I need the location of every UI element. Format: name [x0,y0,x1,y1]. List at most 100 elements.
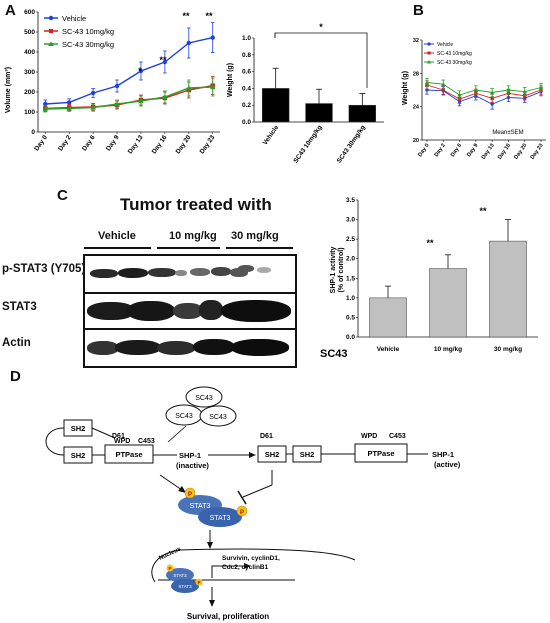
shp1-active-state: (active) [434,460,461,469]
shp1-xlabel-sc43: SC43 [320,348,348,360]
sc43-3: SC43 [209,414,227,421]
x-tick-label: Day 2 [57,134,73,153]
sh2-active-1: SH2 [265,450,280,459]
data-point [138,68,144,74]
x-tick-label: Day 2 [434,143,447,158]
bar [429,268,467,338]
x-tick-label: Day 16 [151,134,169,155]
y-tick-label: 3.5 [346,197,355,204]
series-line [426,84,542,100]
y-tick-label: 20 [413,138,419,144]
blot-group-10: 10 mg/kg [169,230,217,242]
y-tick-label: 3.0 [346,217,355,224]
legend-sc43-10: SC-43 10mg/kg [62,27,114,36]
data-point [490,102,494,106]
x-tick-label: Day 0 [33,134,49,153]
panel-label-a: A [5,2,16,19]
b-legend-sc43-10: SC-43 10mg/kg [437,51,472,57]
blot-title: Tumor treated with [120,195,272,214]
x-tick-label: Day 6 [450,143,463,158]
data-point [490,96,494,100]
data-point [186,85,192,91]
bar [305,103,333,123]
blot-group-line-30 [226,247,293,249]
y-tick-label: 400 [24,49,35,56]
x-tick-label: Day 23 [530,143,545,161]
x-tick-label: Day 13 [481,143,496,161]
x-tick-label: Day 9 [466,143,479,158]
x-tick-label: Vehicle [262,124,281,147]
y-tick-label: 1.0 [346,295,355,302]
y-tick-label: 0.2 [242,102,251,109]
b-legend-vehicle: Vehicle [437,42,453,48]
blot-group-line-10 [157,247,220,249]
c453-active: C453 [389,433,406,440]
panel-label-b: B [413,2,424,19]
x-tick-label: Day 9 [105,134,121,153]
x-tick-label: 10 mg/kg [434,346,462,353]
shp1-sig-10: ** [426,238,434,248]
body-weight-legend: Vehicle SC-43 10mg/kg SC-43 30mg/kg [424,42,472,66]
y-tick-label: 600 [24,9,35,16]
x-tick-label: Day 0 [417,143,430,158]
y-tick-label: 1.5 [346,275,355,282]
y-tick-label: 500 [24,29,35,36]
nuclear-phospho-1: P [168,566,171,571]
y-tick-label: 0.0 [346,334,355,341]
y-tick-label: 2.5 [346,236,355,243]
data-point [506,87,511,92]
sig-day13: * [138,66,142,76]
data-point [90,104,96,110]
sh2-inactive-2: SH2 [71,451,86,460]
y-tick-label: 100 [24,109,35,116]
shp1-sig-30: ** [479,206,487,216]
ptpase-active: PTPase [367,449,394,458]
bar [489,240,527,338]
data-point [490,90,495,95]
series-line [45,86,213,110]
gene-list-line1: Survivin, cyclinD1, [222,555,280,562]
mechanism-diagram: SC43 SC43 SC43 SH2 SH2 PTPase D61 WPD C4… [45,386,461,621]
y-tick-label: 0.0 [242,119,251,126]
x-tick-label: 30 mg/kg [494,346,522,353]
bar [261,88,290,123]
data-point [424,80,430,85]
blot-group-vehicle: Vehicle [98,230,136,242]
sh2-inactive-1: SH2 [71,424,86,433]
panel-label-d: D [10,368,21,385]
body-weight-ylabel: Weight (g) [402,71,409,105]
tumor-volume-ylabel: Volume (mm³) [5,67,12,113]
y-tick-label: 0.8 [242,52,251,59]
stat3-top: STAT3 [190,503,211,510]
tumor-weight-ylabel: Weight (g) [227,63,234,97]
data-point [473,87,478,92]
d61-inactive: D61 [112,433,125,440]
wpd-active: WPD [361,433,377,440]
x-tick-label: SC43 10mg/kg [292,124,323,164]
tumor-volume-chart: Volume (mm³) 0 100 200 300 400 500 600 Day 0 Day… [5,9,220,155]
tumor-weight-chart: Weight (g) 0.0 0.2 0.4 0.6 0.8 1.0 Vehicle SC43… [227,22,384,165]
data-point [90,90,96,96]
data-point [66,105,72,111]
sc43-2: SC43 [175,413,193,420]
nuclear-stat3-top: STAT3 [173,573,187,578]
blot-label-actin: Actin [2,337,31,349]
body-weight-annotation: Mean±SEM [492,130,523,136]
y-tick-label: 200 [24,89,35,96]
shp1-inactive-label: SHP-1 [179,451,201,460]
series-line [45,36,213,105]
shp1-ylabel-line1: SHP-1 activity [330,247,337,294]
outcome-label: Survival, proliferation [187,612,269,621]
wpd-inactive: WPD [114,438,130,445]
blot-stat3 [83,292,297,332]
y-tick-label: 2.0 [346,256,355,263]
data-point [162,94,168,100]
blot-group-line-vehicle [84,247,151,249]
shp1-active-label: SHP-1 [432,450,454,459]
data-point [186,40,191,46]
bar [369,297,407,338]
nucleus-label: Nucleus [158,546,182,562]
blot-label-stat3: STAT3 [2,301,37,313]
y-tick-label: 1.0 [242,35,251,42]
shp1-ylabel-line2: (% of control) [338,247,345,292]
